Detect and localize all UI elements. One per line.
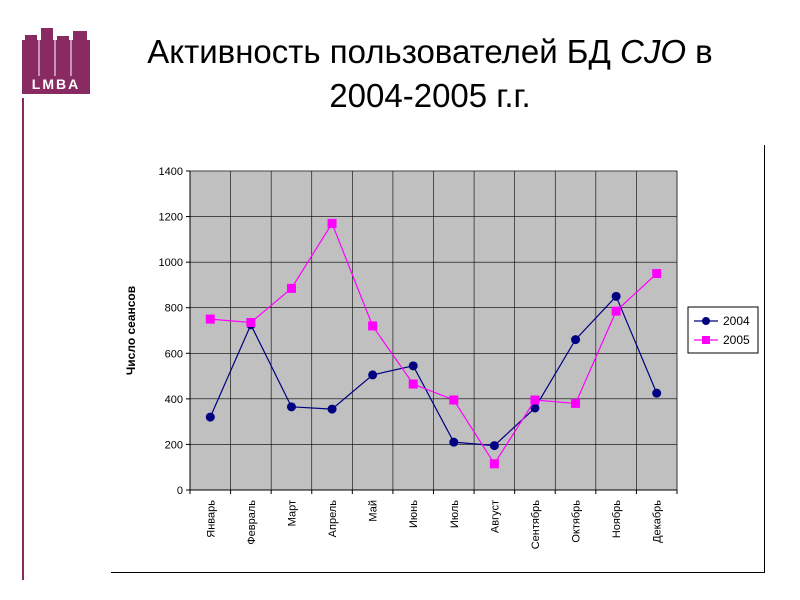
title-line-1: Активность пользователей БД CJO в [147, 33, 713, 70]
data-point-2005 [205, 314, 215, 324]
x-category-label: Февраль [246, 500, 258, 545]
data-point-2005 [408, 379, 418, 389]
x-category-label: Декабрь [652, 500, 664, 543]
legend-box [687, 306, 759, 354]
y-tick-label: 200 [165, 439, 183, 451]
legend-label-2005: 2005 [723, 333, 750, 347]
data-point-2004 [571, 335, 581, 345]
y-axis-label: Число сеансов [124, 286, 138, 375]
data-point-2005 [611, 306, 621, 316]
data-point-2004 [286, 402, 296, 412]
data-point-2005 [327, 218, 337, 228]
x-category-label: Июнь [408, 500, 420, 528]
decorative-vertical-line [22, 98, 24, 580]
x-category-label: Январь [205, 500, 217, 538]
data-point-2004 [611, 291, 621, 301]
y-tick-label: 1400 [159, 166, 183, 178]
slide-title: Активность пользователей БД CJO в 2004-2… [110, 30, 750, 118]
legend-label-2004: 2004 [723, 314, 750, 328]
x-category-label: Ноябрь [611, 500, 623, 538]
x-category-label: Сентябрь [530, 500, 542, 550]
line-chart: 0 200 400 600 800 1000 1200 1400 Январь Февраль Ма… [124, 166, 759, 550]
x-category-label: Октябрь [571, 500, 583, 543]
data-point-2005 [449, 395, 459, 405]
x-category-label: Июль [449, 500, 461, 528]
data-point-2004 [205, 412, 215, 422]
legend-marker-2005 [702, 336, 710, 344]
y-tick-label: 0 [177, 485, 183, 497]
data-point-2004 [408, 361, 418, 371]
svg-text:LMBA: LMBA [32, 76, 80, 92]
data-point-2005 [368, 321, 378, 331]
lmba-logo: LMBA [22, 28, 90, 94]
x-category-label: Март [286, 500, 298, 526]
data-point-2005 [489, 459, 499, 469]
data-point-2004 [449, 437, 459, 447]
data-point-2004 [489, 441, 499, 451]
y-tick-label: 1000 [159, 257, 183, 269]
data-point-2005 [246, 318, 256, 328]
data-point-2004 [368, 370, 378, 380]
y-tick-label: 1200 [159, 212, 183, 224]
data-point-2005 [652, 269, 662, 279]
series-line-2004 [209, 295, 658, 447]
chart-frame: 0 200 400 600 800 1000 1200 1400 Январь Февраль Ма… [111, 145, 765, 573]
x-category-label: Апрель [327, 500, 339, 538]
data-point-2004 [327, 404, 337, 414]
y-tick-label: 600 [165, 348, 183, 360]
y-tick-label: 800 [165, 303, 183, 315]
legend-marker-2004 [702, 317, 710, 325]
series-line-2005 [210, 222, 658, 465]
data-point-2005 [286, 283, 296, 293]
y-tick-label: 400 [165, 394, 183, 406]
title-line-2: 2004-2005 г.г. [329, 77, 531, 114]
x-category-label: Май [368, 500, 380, 522]
data-point-2005 [530, 395, 540, 405]
x-category-label: Август [489, 500, 501, 533]
data-point-2004 [530, 403, 540, 413]
data-point-2004 [652, 388, 662, 398]
data-point-2005 [571, 398, 581, 408]
